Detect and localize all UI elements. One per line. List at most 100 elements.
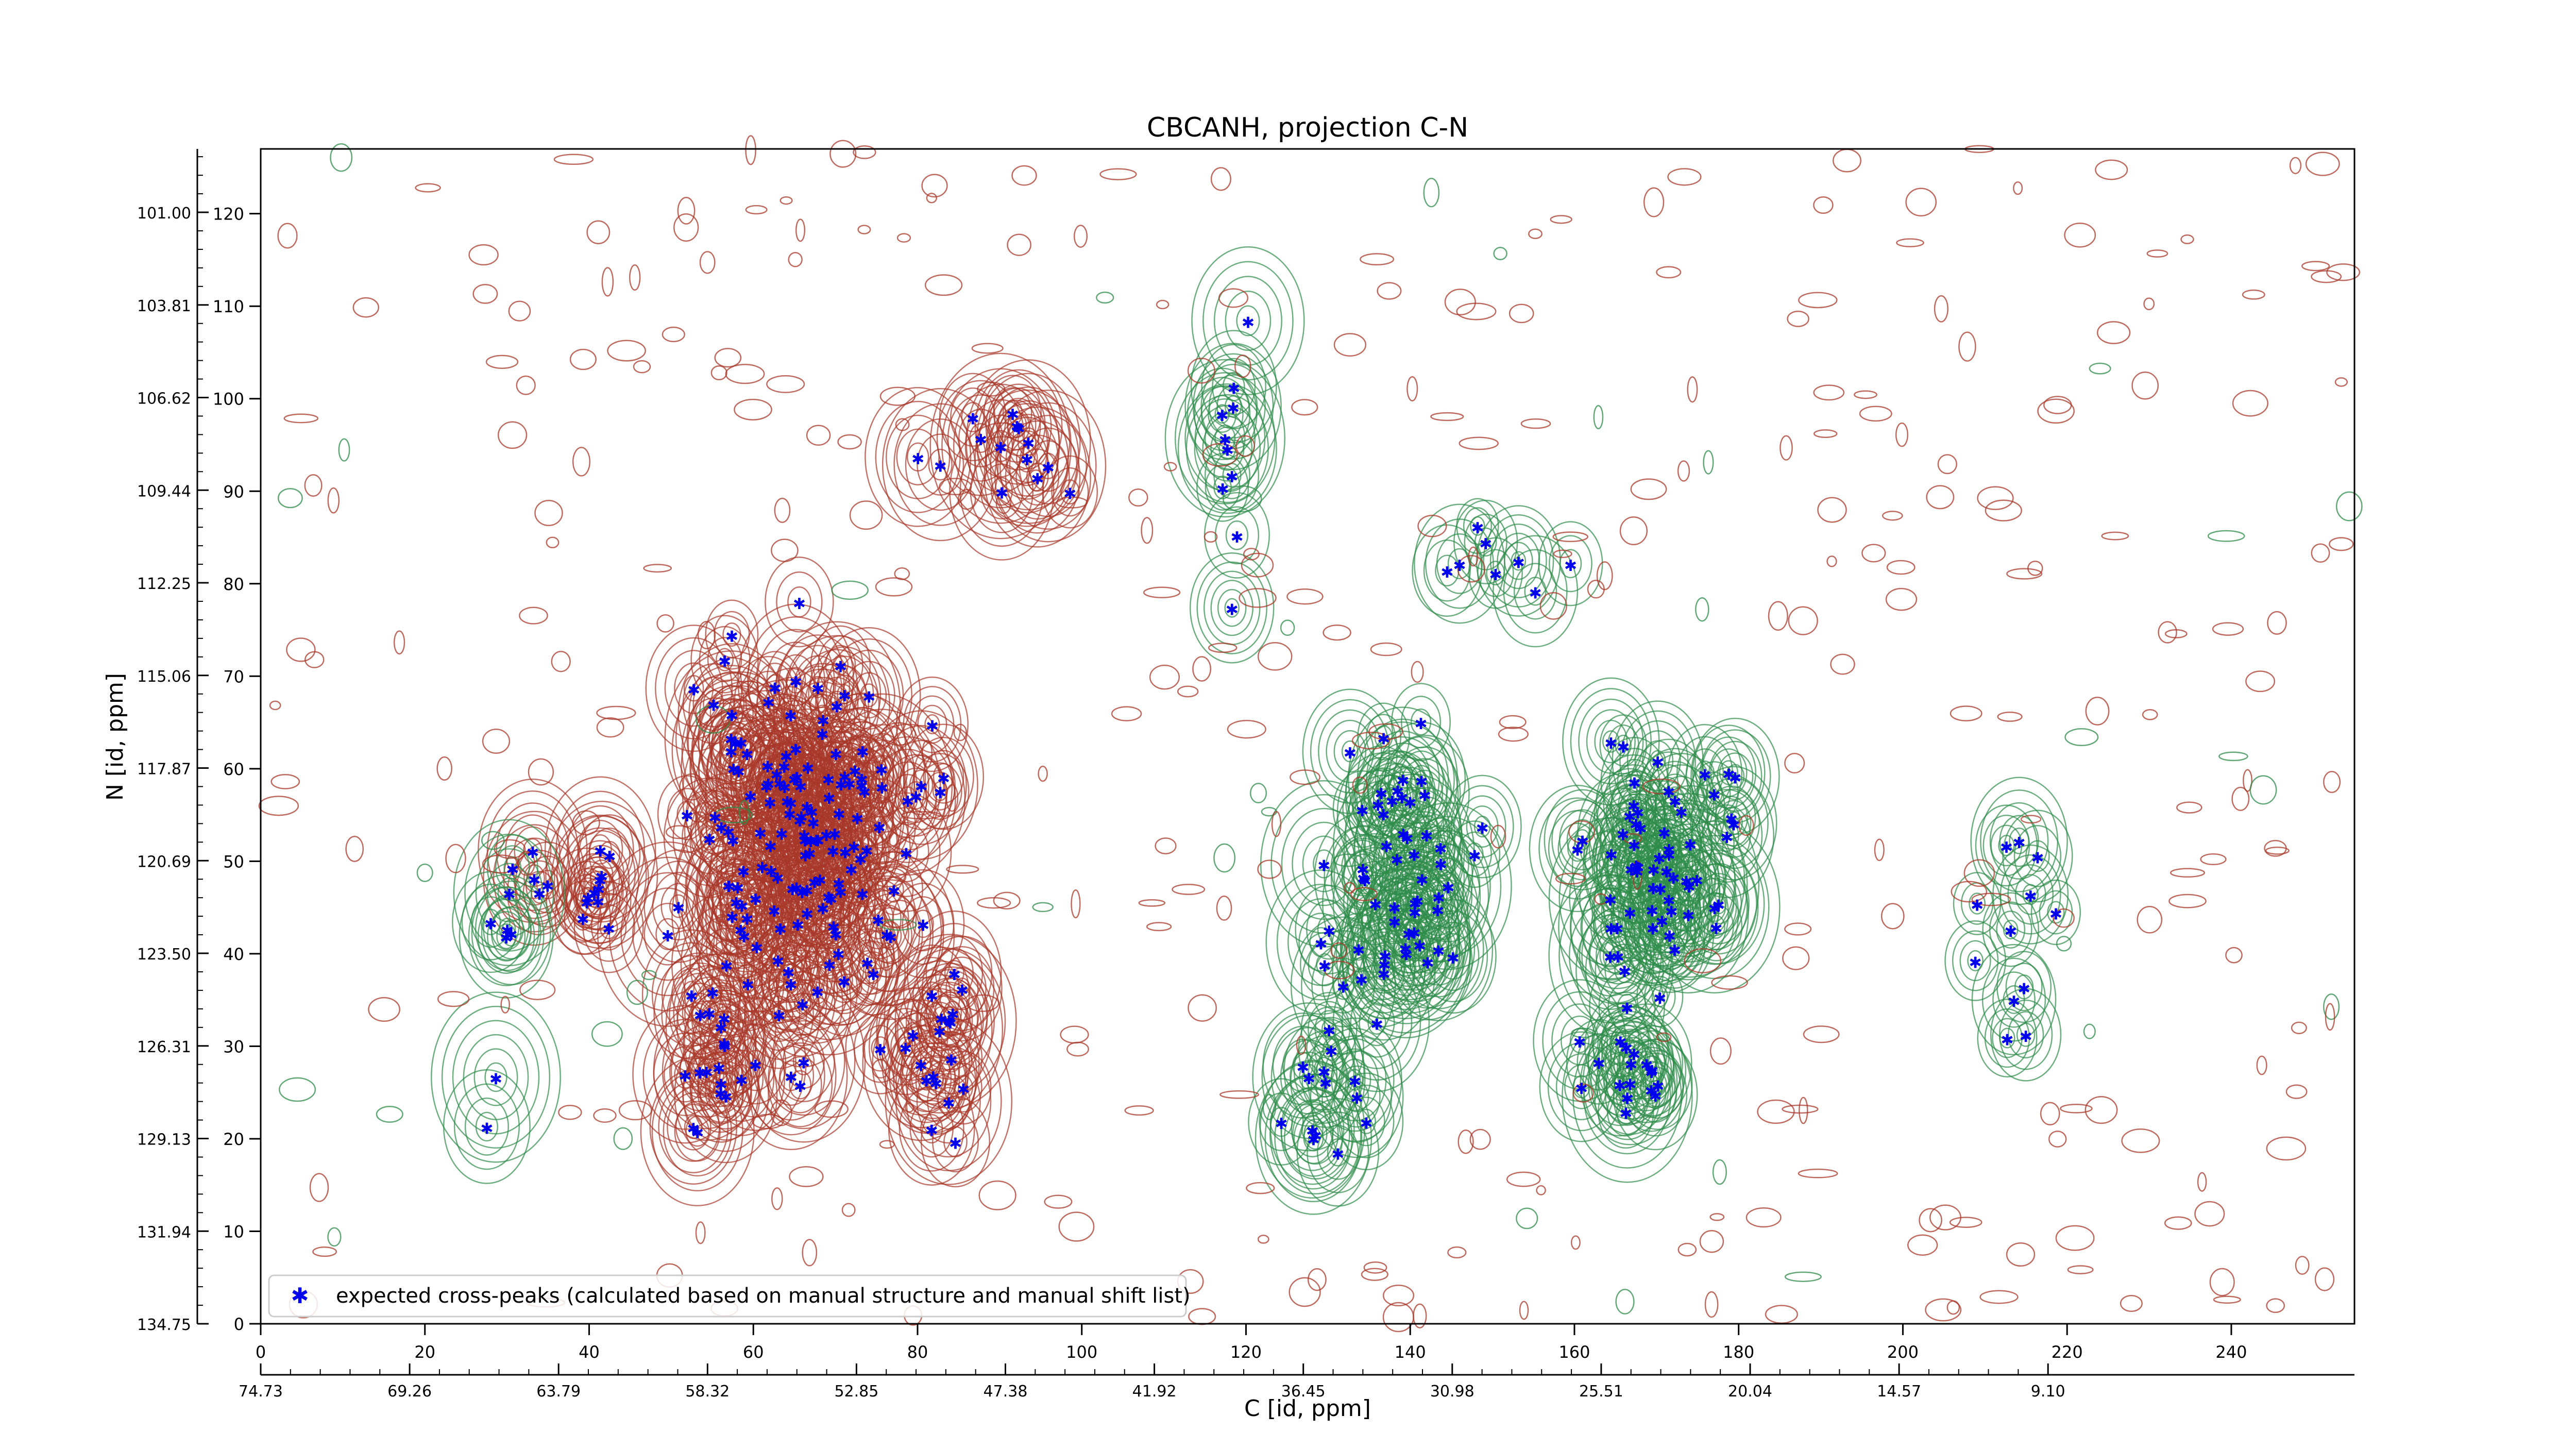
peak-contour [785, 645, 851, 730]
noise-contour [977, 381, 1006, 397]
noise-contour [309, 1173, 329, 1202]
cross-peak-marker: ✱ [1647, 862, 1660, 880]
cross-peak-marker: ✱ [1618, 963, 1631, 981]
peak-contour [1379, 822, 1465, 935]
cross-peak-marker: ✱ [929, 1075, 942, 1093]
noise-contour [1997, 711, 2023, 722]
noise-contour [641, 970, 657, 981]
cross-peak-marker: ✱ [737, 864, 750, 882]
cross-peak-marker: ✱ [782, 965, 795, 983]
cross-peak-marker: ✱ [480, 1120, 493, 1138]
cross-peak-marker: ✱ [779, 748, 792, 766]
noise-contour [745, 135, 756, 165]
legend-marker: ✱ [291, 1283, 309, 1308]
peak-contour [1051, 467, 1089, 517]
cross-peak-marker: ✱ [1379, 948, 1392, 966]
peak-contour [1637, 857, 1700, 940]
peak-contour [776, 571, 823, 633]
noise-contour [1071, 889, 1081, 919]
noise-contour [1798, 1168, 1838, 1178]
peak-contour [1975, 804, 2038, 887]
noise-contour [1360, 253, 1395, 266]
peak-contour [804, 863, 854, 929]
noise-contour [1695, 597, 1709, 622]
noise-contour [2048, 1131, 2067, 1148]
noise-contour [1951, 881, 1988, 903]
noise-contour [1149, 664, 1180, 690]
cross-peak-marker: ✱ [1725, 811, 1738, 829]
cross-peak-marker: ✱ [1623, 1076, 1636, 1094]
cross-peak-marker: ✱ [974, 431, 987, 449]
peak-contour [789, 1070, 812, 1100]
noise-contour [741, 680, 759, 693]
noise-contour [1332, 853, 1364, 867]
peak-contour [772, 803, 846, 901]
noise-contour [677, 197, 696, 225]
noise-contour [1330, 942, 1348, 959]
noise-contour [714, 806, 753, 823]
noise-contour [1630, 478, 1667, 500]
c-ppm-tick-label: 58.32 [685, 1383, 730, 1401]
x-tick-label: 180 [1723, 1342, 1754, 1362]
noise-contour [809, 693, 832, 718]
peak-contour [544, 776, 656, 923]
cross-peak-marker: ✱ [784, 795, 797, 813]
peak-contour [1338, 1084, 1395, 1158]
noise-contour [725, 363, 765, 384]
noise-contour [445, 844, 466, 873]
peak-contour [653, 1000, 760, 1141]
noise-contour [1925, 1298, 1962, 1322]
y-tick-label: 100 [213, 390, 244, 409]
cross-peak-marker: ✱ [2031, 849, 2044, 867]
peak-contour [733, 964, 763, 1003]
noise-contour [926, 193, 937, 204]
peak-contour [920, 1096, 991, 1188]
cross-peak-marker: ✱ [835, 777, 848, 795]
noise-contour [953, 723, 967, 742]
cross-peak-marker: ✱ [906, 1027, 919, 1046]
cross-peak-marker: ✱ [1479, 535, 1492, 553]
peak-contour [765, 557, 834, 648]
cross-peak-marker: ✱ [1663, 847, 1675, 865]
cross-peak-marker: ✱ [854, 851, 867, 869]
peak-contour [1599, 714, 1647, 777]
cross-peak-marker: ✱ [2049, 906, 2062, 924]
peak-contour [1196, 453, 1249, 522]
noise-contour [2006, 568, 2043, 580]
cross-peak-marker: ✱ [817, 713, 829, 731]
noise-contour [1788, 606, 1818, 635]
cross-peak-marker: ✱ [1604, 949, 1617, 967]
peak-contour [788, 724, 869, 832]
peak-contour [698, 795, 745, 857]
cross-peak-marker: ✱ [1377, 966, 1390, 984]
cross-peak-marker: ✱ [1634, 820, 1647, 838]
noise-contour [1787, 310, 1809, 327]
peak-contour [1719, 760, 1739, 785]
chart-title: CBCANH, projection C-N [1147, 112, 1468, 143]
peak-contour [1322, 1038, 1340, 1061]
peak-contour [1404, 855, 1440, 901]
noise-contour [1216, 896, 1232, 921]
noise-contour [1493, 246, 1507, 261]
cross-peak-marker: ✱ [503, 886, 516, 904]
cross-peak-marker: ✱ [1431, 902, 1444, 920]
noise-contour [1593, 405, 1604, 430]
peak-contour [811, 874, 845, 918]
peak-contour [490, 906, 532, 959]
peak-contour [916, 984, 968, 1052]
peak-contour [1384, 767, 1436, 835]
cross-peak-marker: ✱ [901, 793, 914, 811]
cross-peak-marker: ✱ [718, 1036, 731, 1054]
cross-peak-marker: ✱ [804, 833, 817, 851]
noise-contour [591, 1021, 623, 1047]
noise-contour [1458, 1129, 1474, 1154]
cross-peak-marker: ✱ [1662, 784, 1675, 802]
noise-contour [1784, 1271, 1822, 1282]
peak-contour [1310, 1035, 1404, 1158]
cross-peak-marker: ✱ [1403, 794, 1416, 812]
n-ppm-tick-label: 131.94 [137, 1223, 191, 1241]
noise-contour [1219, 1090, 1259, 1099]
cross-peak-marker: ✱ [729, 736, 742, 754]
peak-contour [1370, 811, 1473, 946]
peak-contour [1396, 840, 1481, 952]
